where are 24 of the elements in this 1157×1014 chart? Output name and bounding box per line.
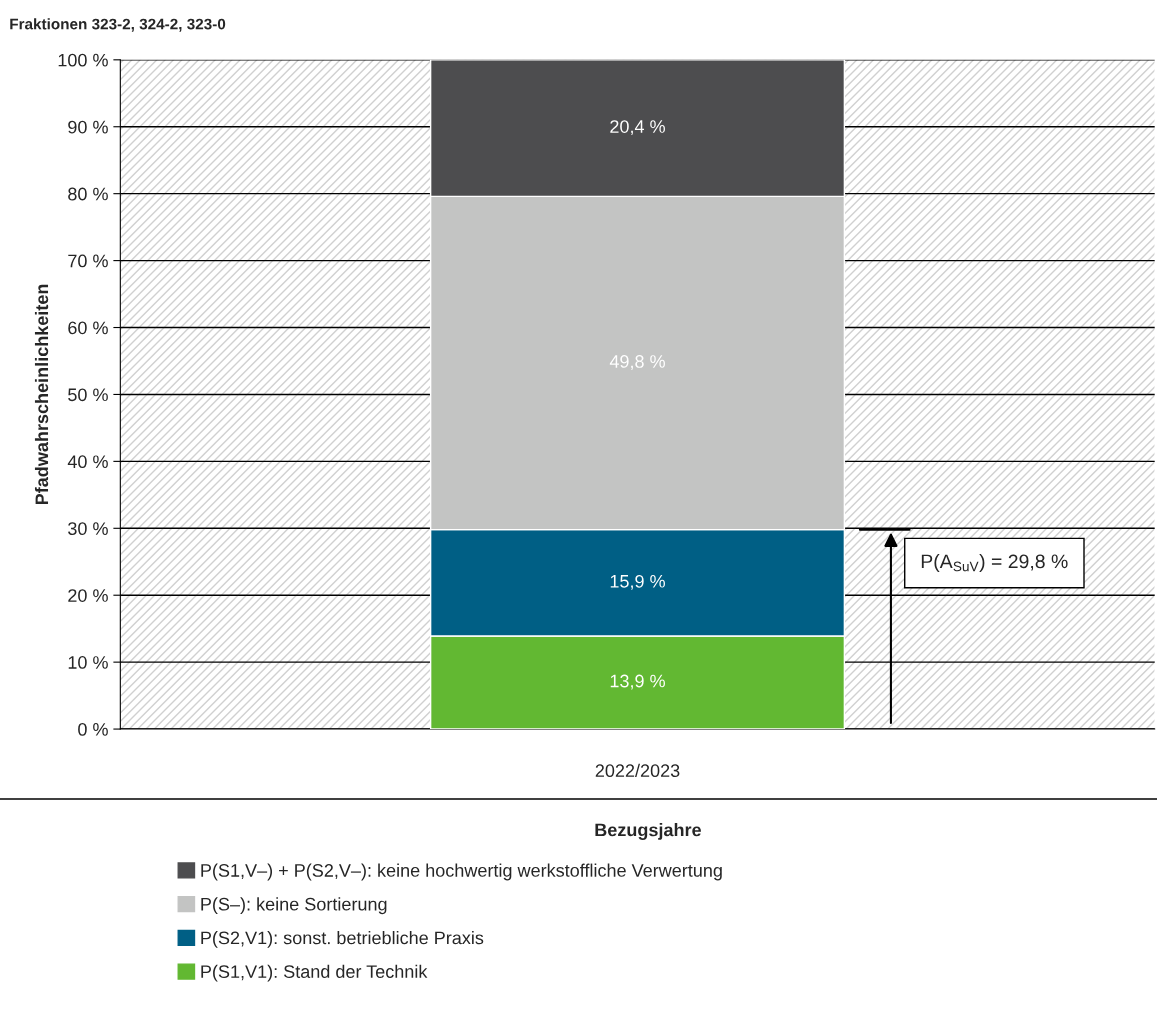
y-tick-label: 40 %: [67, 455, 108, 469]
y-tick-label: 0 %: [78, 723, 108, 736]
data-label: 49,8 %: [609, 355, 665, 370]
data-label: 20,4 %: [610, 120, 665, 136]
y-tick-label: 60 %: [68, 321, 108, 335]
y-tick-label: 100 %: [58, 53, 108, 67]
data-label: 13,9 %: [610, 674, 665, 690]
legend-label: P(S1,V1): Stand der Technik: [201, 964, 428, 982]
y-axis-title: Pfadwahrscheinlichkeiten: [34, 284, 49, 505]
data-label: 15,9 %: [610, 574, 665, 590]
y-tick-label: 20 %: [68, 589, 108, 602]
y-tick-label: 70 %: [68, 254, 108, 268]
y-tick-label: 30 %: [68, 522, 108, 536]
ref-line-label: P(A$_{SuV}$) = 29,8 %: [921, 553, 1068, 573]
y-tick-label: 90 %: [68, 120, 108, 134]
x-axis-title: Bezugsjahre: [595, 823, 701, 840]
legend-label: P(S–): keine Sortierung: [201, 897, 387, 915]
y-tick-label: 10 %: [68, 656, 108, 669]
x-tick-label: 2022/2023: [595, 763, 680, 778]
legend-label: P(S2,V1): sonst. betriebliche Praxis: [201, 931, 484, 948]
chart-title: Fraktionen 323-2, 324-2, 323-0: [10, 18, 226, 32]
y-tick-label: 80 %: [68, 187, 108, 201]
legend-label: P(S1,V–) + P(S2,V–): keine hochwertig werkstoffliche Verwertung: [201, 863, 722, 881]
y-tick-label: 50 %: [68, 388, 108, 402]
